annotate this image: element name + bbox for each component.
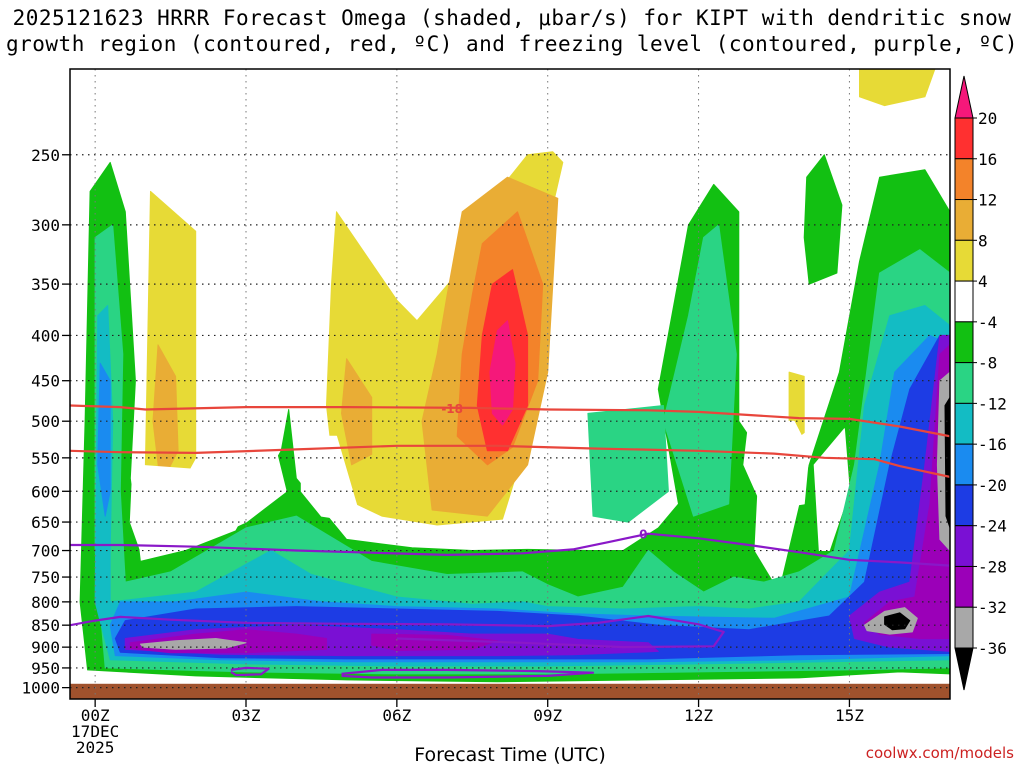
colorbar-label-0: 20 — [978, 109, 997, 128]
colorbar-label-7: -12 — [978, 394, 1007, 413]
x-tick-label-00Z: 00Z — [81, 706, 110, 725]
y-tick-label-750: 750 — [31, 568, 60, 587]
omega-region-rise-black-east — [884, 612, 911, 631]
colorbar-cap-bottom — [954, 647, 974, 691]
colorbar-label-2: 12 — [978, 191, 997, 210]
y-tick-label-950: 950 — [31, 659, 60, 678]
x-tick-date-00Z: 17DEC — [71, 722, 119, 741]
colorbar-label-13: -36 — [978, 639, 1007, 658]
colorbar-label-8: -16 — [978, 435, 1007, 454]
colorbar-swatch-6 — [954, 321, 974, 364]
y-tick-label-400: 400 — [31, 326, 60, 345]
colorbar-label-6: -8 — [978, 354, 997, 373]
x-tick-label-09Z: 09Z — [533, 706, 562, 725]
omega-region-rise-teal-c — [587, 405, 669, 523]
x-tick-label-12Z: 12Z — [684, 706, 713, 725]
omega-region-rise-cyan-a — [94, 305, 950, 667]
omega-region-weak-sink-orange-b — [341, 358, 373, 466]
colorbar-label-10: -24 — [978, 517, 1007, 536]
contour-freezing-level-0-lower — [70, 614, 725, 649]
colorbar-label-1: 16 — [978, 150, 997, 169]
colorbar-label-4: 4 — [978, 272, 988, 291]
colorbar-swatch-8 — [954, 402, 974, 445]
omega-region-white-gap-a — [129, 450, 287, 551]
contour-dgz-minus-18 — [70, 404, 950, 438]
y-tick-label-650: 650 — [31, 513, 60, 532]
omega-region-sink-magenta-max — [489, 320, 516, 426]
x-tick-label-06Z: 06Z — [382, 706, 411, 725]
colorbar-swatch-11 — [954, 525, 974, 567]
y-tick-label-350: 350 — [31, 275, 60, 294]
colorbar-swatch-7 — [954, 362, 974, 404]
y-tick-label-800: 800 — [31, 593, 60, 612]
y-tick-label-900: 900 — [31, 638, 60, 657]
omega-region-weak-sink-yellow-c — [859, 69, 936, 107]
colorbar-swatch-9 — [954, 443, 974, 486]
chart-title-line-2: growth region (contoured, red, ºC) and f… — [5, 32, 1019, 56]
y-tick-label-550: 550 — [31, 449, 60, 468]
y-tick-label-450: 450 — [31, 372, 60, 391]
colorbar-swatch-1 — [954, 117, 974, 160]
colorbar-label-12: -32 — [978, 598, 1007, 617]
ground-surface — [70, 683, 950, 699]
colorbar-swatch-13 — [954, 606, 974, 649]
colorbar-swatch-10 — [954, 484, 974, 527]
omega-region-rise-teal-b — [662, 224, 737, 517]
y-tick-label-1000: 1000 — [21, 679, 60, 698]
y-tick-label-250: 250 — [31, 146, 60, 165]
omega-region-rise-teal-a — [94, 224, 950, 675]
contour-label-freezing-level-0-upper: 0 — [639, 528, 647, 542]
omega-region-rise-black-east-col — [944, 396, 950, 529]
colorbar-swatch-4 — [954, 239, 974, 282]
colorbar-swatch-12 — [954, 565, 974, 608]
plot-frame — [69, 68, 951, 700]
site-credit[interactable]: coolwx.com/models — [865, 744, 1014, 762]
omega-region-rise-green-cap — [803, 154, 843, 285]
contour-freezing-loop-a — [230, 666, 270, 677]
colorbar-swatch-2 — [954, 158, 974, 201]
colorbar-cap-top — [954, 75, 974, 119]
x-tick-label-15Z: 15Z — [835, 706, 864, 725]
colorbar-label-11: -28 — [978, 557, 1007, 576]
x-tick-year-00Z: 2025 — [76, 738, 115, 757]
y-tick-label-600: 600 — [31, 482, 60, 501]
omega-region-rise-blue-a — [97, 362, 111, 517]
y-tick-label-300: 300 — [31, 216, 60, 235]
contour-dgz-minus-12 — [70, 444, 950, 478]
contour-label-dgz-minus-18: -18 — [441, 402, 463, 416]
contour-freezing-loop-b — [341, 668, 595, 679]
colorbar-label-5: -4 — [978, 313, 997, 332]
x-axis-title: Forecast Time (UTC) — [414, 744, 606, 766]
colorbar-swatch-3 — [954, 199, 974, 241]
y-tick-label-500: 500 — [31, 412, 60, 431]
omega-region-white-gap-d — [743, 420, 810, 511]
colorbar-label-3: 8 — [978, 231, 988, 250]
colorbar-swatch-5 — [954, 280, 974, 323]
colorbar-label-9: -20 — [978, 476, 1007, 495]
chart-title-line-1: 2025121623 HRRR Forecast Omega (shaded, … — [12, 6, 1012, 30]
x-tick-label-03Z: 03Z — [232, 706, 261, 725]
y-tick-label-700: 700 — [31, 542, 60, 561]
contour-freezing-level-0-upper — [70, 532, 950, 567]
y-tick-label-850: 850 — [31, 616, 60, 635]
